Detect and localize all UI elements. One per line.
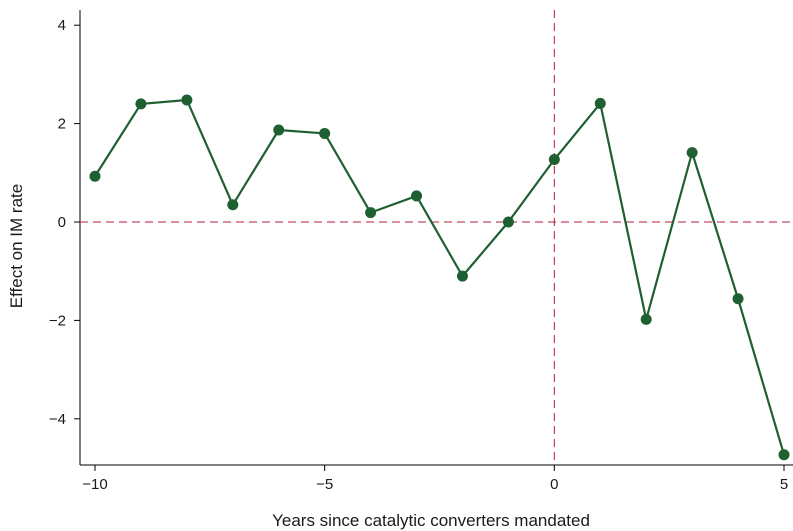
- data-point: [319, 127, 331, 139]
- y-tick-label: −2: [49, 312, 66, 329]
- x-axis-ticks: −10 −5 0 5: [82, 465, 788, 493]
- data-point: [778, 449, 790, 461]
- x-tick-label: 5: [780, 476, 788, 493]
- data-point: [89, 170, 101, 182]
- data-point: [365, 207, 377, 219]
- reference-lines: [80, 10, 793, 465]
- data-point: [181, 94, 193, 106]
- data-point: [548, 154, 560, 166]
- x-tick-label: 0: [550, 476, 558, 493]
- y-tick-label: 0: [58, 214, 66, 231]
- series-layer: [89, 94, 790, 461]
- y-axis-label: Effect on IM rate: [7, 184, 26, 308]
- y-tick-label: −4: [49, 411, 66, 428]
- data-point: [732, 293, 744, 305]
- data-point: [227, 199, 239, 211]
- data-point: [135, 98, 147, 110]
- x-axis-label: Years since catalytic converters mandate…: [272, 511, 590, 530]
- y-tick-label: 4: [58, 17, 66, 34]
- y-tick-label: 2: [58, 116, 66, 133]
- axes: 4 2 0 −2 −4 −10 −5 0 5: [49, 10, 793, 493]
- data-point: [640, 313, 652, 325]
- x-tick-label: −10: [82, 476, 107, 493]
- series-line: [94, 98, 786, 456]
- data-point: [502, 216, 514, 228]
- x-tick-label: −5: [316, 476, 333, 493]
- data-point: [686, 147, 698, 159]
- data-point: [456, 270, 468, 282]
- data-point: [411, 190, 423, 202]
- data-point: [594, 97, 606, 109]
- data-point: [273, 124, 285, 136]
- y-axis-ticks: 4 2 0 −2 −4: [49, 17, 80, 428]
